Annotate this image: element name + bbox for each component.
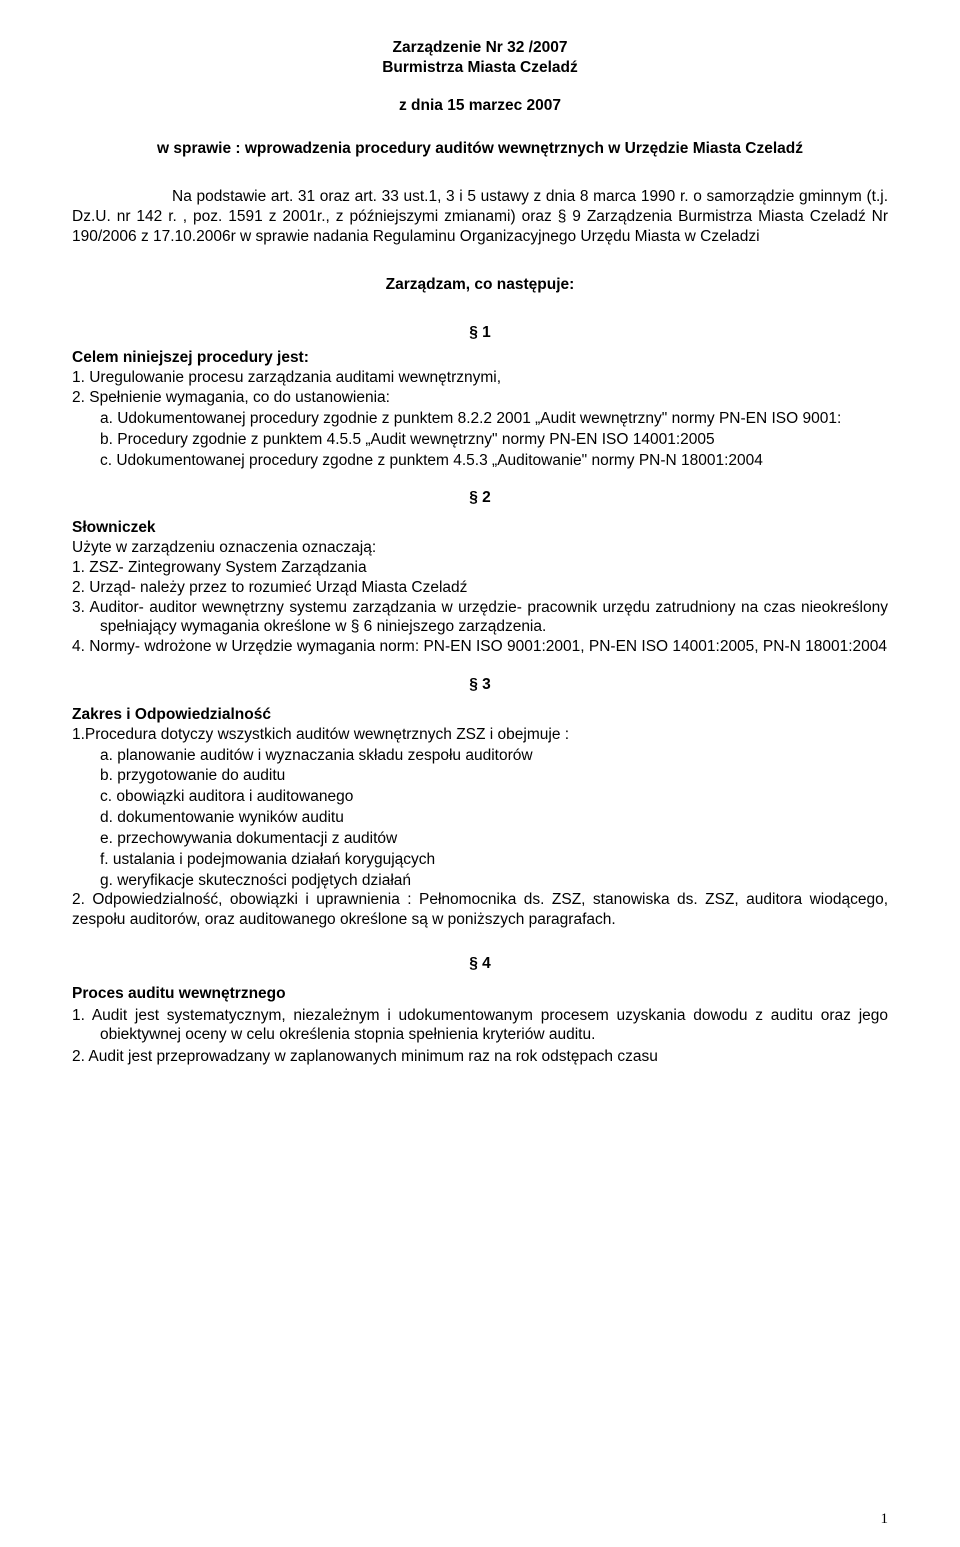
list-item: g. weryfikacje skuteczności podjętych dz… — [72, 871, 888, 891]
list-item: c. Udokumentowanej procedury zgodne z pu… — [72, 451, 888, 471]
section-1-list: 1. Uregulowanie procesu zarządzania audi… — [72, 368, 888, 408]
section-2-heading: § 2 — [72, 488, 888, 508]
section-3-sublist: a. planowanie auditów i wyznaczania skła… — [72, 746, 888, 891]
list-item: 2. Audit jest przeprowadzany w zaplanowa… — [72, 1047, 888, 1067]
section-4-title: Proces auditu wewnętrznego — [72, 984, 888, 1004]
list-item: 4. Normy- wdrożone w Urzędzie wymagania … — [72, 637, 888, 657]
list-item: 1. ZSZ- Zintegrowany System Zarządzania — [72, 558, 888, 578]
decree-line: Zarządzam, co następuje: — [72, 275, 888, 295]
section-2-intro: Użyte w zarządzeniu oznaczenia oznaczają… — [72, 538, 888, 558]
header-line-2: Burmistrza Miasta Czeladź — [72, 58, 888, 78]
list-item: 3. Auditor- auditor wewnętrzny systemu z… — [72, 598, 888, 638]
list-item: c. obowiązki auditora i auditowanego — [72, 787, 888, 807]
list-item: e. przechowywania dokumentacji z auditów — [72, 829, 888, 849]
header-line-1: Zarządzenie Nr 32 /2007 — [72, 38, 888, 58]
section-3-heading: § 3 — [72, 675, 888, 695]
section-4-list: 1. Audit jest systematycznym, niezależny… — [72, 1006, 888, 1067]
list-item: f. ustalania i podejmowania działań kory… — [72, 850, 888, 870]
list-item: a. planowanie auditów i wyznaczania skła… — [72, 746, 888, 766]
section-4-heading: § 4 — [72, 954, 888, 974]
list-item: b. Procedury zgodnie z punktem 4.5.5 „Au… — [72, 430, 888, 450]
preamble-text: Na podstawie art. 31 oraz art. 33 ust.1,… — [72, 187, 888, 246]
list-item: d. dokumentowanie wyników auditu — [72, 808, 888, 828]
section-3-title: Zakres i Odpowiedzialność — [72, 705, 888, 725]
list-item: 1. Uregulowanie procesu zarządzania audi… — [72, 368, 888, 388]
section-3-p2: 2. Odpowiedzialność, obowiązki i uprawni… — [72, 890, 888, 930]
section-2-title: Słowniczek — [72, 518, 888, 538]
section-3-p1: 1.Procedura dotyczy wszystkich auditów w… — [72, 725, 888, 745]
list-item: 2. Urząd- należy przez to rozumieć Urząd… — [72, 578, 888, 598]
section-1-heading: § 1 — [72, 323, 888, 343]
list-item: a. Udokumentowanej procedury zgodnie z p… — [72, 409, 888, 429]
section-1-sublist: a. Udokumentowanej procedury zgodnie z p… — [72, 409, 888, 470]
document-page: Zarządzenie Nr 32 /2007 Burmistrza Miast… — [0, 0, 960, 1547]
list-item: b. przygotowanie do auditu — [72, 766, 888, 786]
header-subject: w sprawie : wprowadzenia procedury audit… — [72, 139, 888, 159]
page-number: 1 — [881, 1510, 889, 1529]
list-item: 1. Audit jest systematycznym, niezależny… — [72, 1006, 888, 1046]
section-1-lead: Celem niniejszej procedury jest: — [72, 348, 888, 368]
list-item: 2. Spełnienie wymagania, co do ustanowie… — [72, 388, 888, 408]
header-line-3: z dnia 15 marzec 2007 — [72, 96, 888, 116]
section-2-list: 1. ZSZ- Zintegrowany System Zarządzania … — [72, 558, 888, 657]
